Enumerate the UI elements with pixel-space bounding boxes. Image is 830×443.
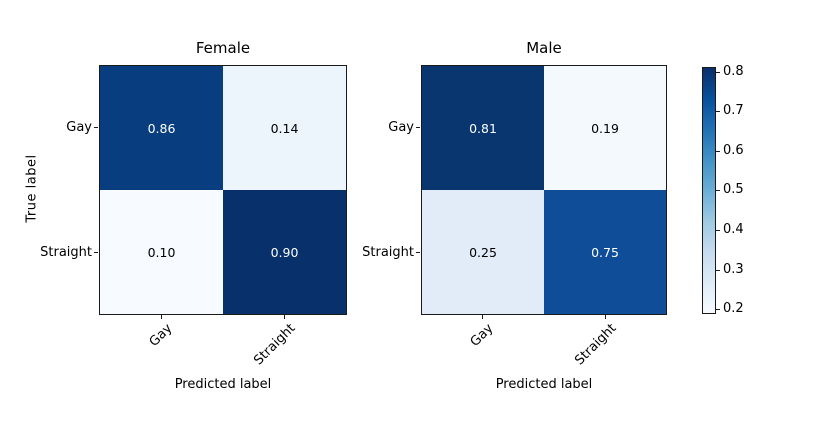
- colorbar-tick-mark: [716, 111, 720, 112]
- plot-title-female: Female: [195, 39, 251, 57]
- colorbar-tick-label: 0.8: [723, 64, 744, 79]
- x-tick-label: Straight: [251, 321, 299, 369]
- y-tick-mark: [94, 252, 98, 253]
- colorbar-tick-mark: [716, 190, 720, 191]
- colorbar-tick-mark: [716, 151, 720, 152]
- y-tick-mark: [94, 127, 98, 128]
- heatmap-male: 0.81 0.19 0.25 0.75: [421, 65, 667, 315]
- x-axis-label: Predicted label: [174, 377, 272, 392]
- colorbar: [702, 67, 716, 314]
- x-tick-label: Gay: [146, 321, 176, 350]
- colorbar-tick-label: 0.3: [723, 262, 744, 277]
- matrix-cell-female-gay-straight: 0.14: [223, 66, 346, 190]
- y-tick-label: Gay: [388, 120, 414, 135]
- colorbar-tick-label: 0.5: [723, 182, 744, 197]
- x-tick-label: Straight: [572, 321, 620, 369]
- colorbar-tick-label: 0.7: [723, 103, 744, 118]
- x-tick-mark: [284, 315, 285, 319]
- colorbar-gradient: [703, 68, 715, 313]
- matrix-cell-male-straight-gay: 0.25: [422, 190, 544, 314]
- y-tick-label: Straight: [40, 245, 92, 260]
- colorbar-tick-label: 0.6: [723, 143, 744, 158]
- x-tick-mark: [482, 315, 483, 319]
- y-axis-label: True label: [24, 154, 40, 223]
- x-axis-label: Predicted label: [495, 377, 593, 392]
- y-tick-mark: [416, 127, 420, 128]
- colorbar-tick-mark: [716, 230, 720, 231]
- y-tick-label: Straight: [362, 245, 414, 260]
- colorbar-tick-mark: [716, 270, 720, 271]
- heatmap-female: 0.86 0.14 0.10 0.90: [99, 65, 347, 315]
- y-tick-label: Gay: [66, 120, 92, 135]
- matrix-cell-female-straight-straight: 0.90: [223, 190, 346, 314]
- x-tick-mark: [161, 315, 162, 319]
- matrix-cell-male-gay-straight: 0.19: [544, 66, 666, 190]
- matrix-cell-male-gay-gay: 0.81: [422, 66, 544, 190]
- colorbar-tick-label: 0.2: [723, 301, 744, 316]
- x-tick-mark: [605, 315, 606, 319]
- colorbar-tick-mark: [716, 309, 720, 310]
- y-tick-mark: [416, 252, 420, 253]
- matrix-cell-female-gay-gay: 0.86: [100, 66, 223, 190]
- plot-title-male: Male: [526, 39, 562, 57]
- colorbar-tick-label: 0.4: [723, 222, 744, 237]
- matrix-cell-male-straight-straight: 0.75: [544, 190, 666, 314]
- colorbar-tick-mark: [716, 72, 720, 73]
- matrix-cell-female-straight-gay: 0.10: [100, 190, 223, 314]
- x-tick-label: Gay: [467, 321, 497, 350]
